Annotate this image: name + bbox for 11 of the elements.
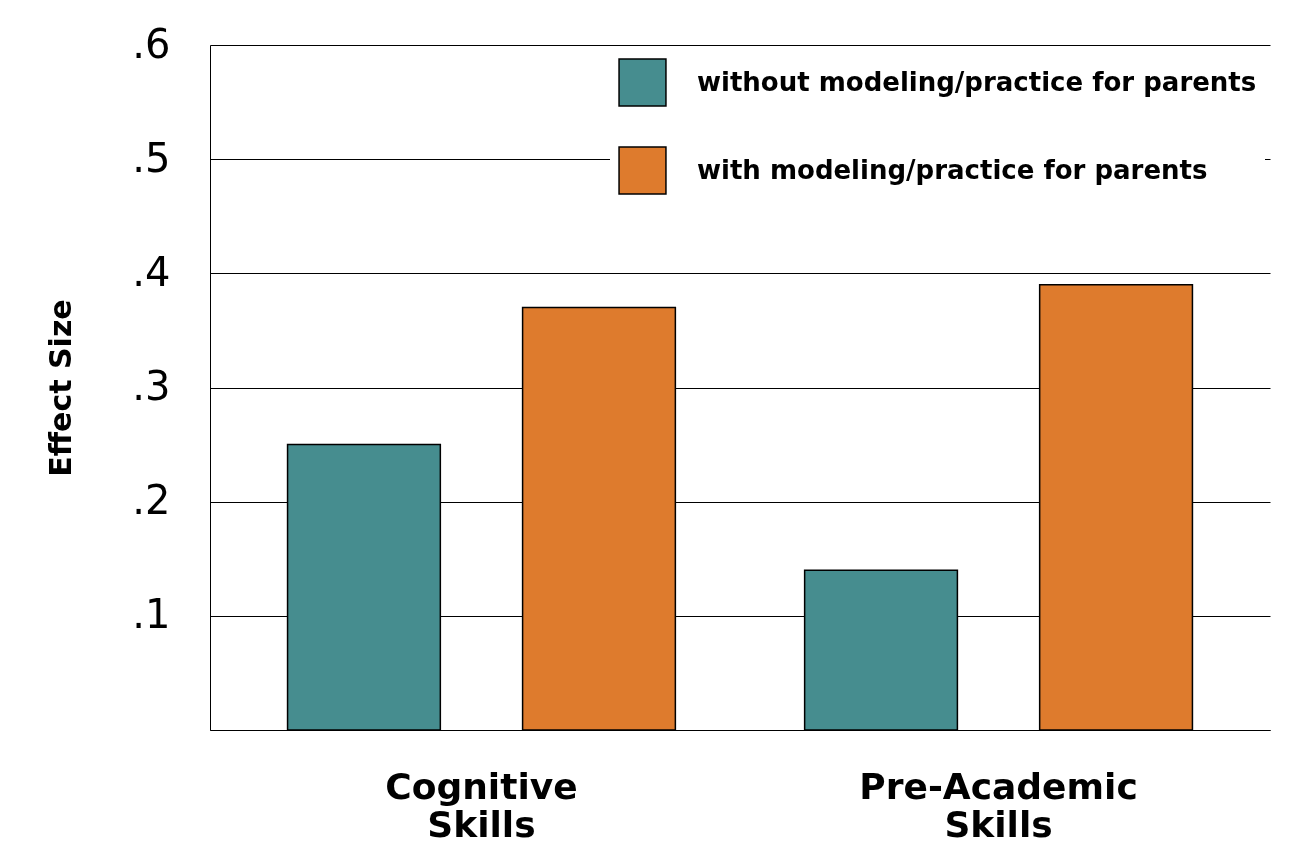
- legend-label: without modeling/practice for parents: [697, 66, 1257, 97]
- y-tick-label: .1: [132, 591, 171, 638]
- y-tick-label: .3: [132, 363, 171, 409]
- y-tick-label: .4: [132, 248, 171, 295]
- x-tick-label: Cognitive Skills: [385, 765, 578, 845]
- x-tick-label: Pre-Academic Skills: [859, 765, 1138, 845]
- y-tick-label: .5: [132, 134, 171, 181]
- y-tick-label: .6: [132, 20, 171, 67]
- y-tick-label: .2: [132, 477, 171, 524]
- legend-label: with modeling/practice for parents: [697, 154, 1208, 185]
- y-axis-title: Effect Size: [43, 299, 79, 477]
